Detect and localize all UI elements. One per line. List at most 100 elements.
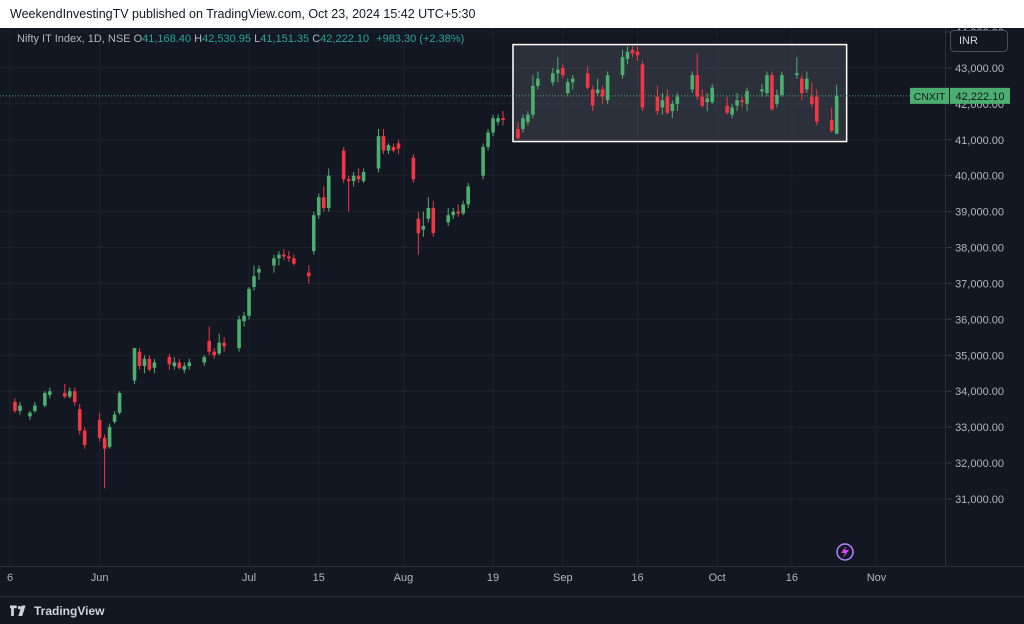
candle[interactable]: [282, 249, 286, 261]
candle[interactable]: [690, 71, 695, 94]
candle[interactable]: [655, 85, 660, 115]
candle[interactable]: [182, 362, 187, 374]
candle[interactable]: [446, 208, 451, 226]
candle[interactable]: [795, 57, 799, 79]
candle[interactable]: [202, 355, 207, 367]
candle[interactable]: [287, 251, 291, 262]
candle[interactable]: [381, 128, 386, 155]
candle[interactable]: [212, 348, 216, 359]
candle[interactable]: [167, 353, 172, 370]
lightning-icon[interactable]: [836, 543, 854, 561]
tradingview-logo-icon[interactable]: [10, 604, 30, 618]
candle[interactable]: [800, 75, 804, 101]
candle[interactable]: [461, 200, 465, 216]
candlestick-chart[interactable]: 31,000.00 32,000.00 33,000.00 34,000.00 35,0…: [0, 28, 1024, 596]
candle[interactable]: [705, 93, 709, 112]
candle[interactable]: [137, 348, 142, 370]
candle[interactable]: [516, 121, 520, 140]
candle[interactable]: [67, 387, 72, 399]
candle[interactable]: [351, 172, 356, 187]
candle[interactable]: [33, 401, 37, 413]
candle[interactable]: [416, 211, 421, 255]
candle[interactable]: [341, 146, 346, 183]
candle[interactable]: [222, 337, 226, 352]
candle[interactable]: [346, 175, 351, 212]
candle[interactable]: [521, 114, 525, 133]
candle[interactable]: [177, 358, 182, 370]
candle[interactable]: [740, 96, 744, 108]
candle[interactable]: [585, 66, 590, 90]
candle[interactable]: [72, 387, 77, 406]
candle[interactable]: [481, 143, 485, 180]
candle[interactable]: [307, 265, 311, 284]
candle[interactable]: [526, 111, 530, 126]
candle[interactable]: [247, 287, 251, 320]
candle[interactable]: [376, 128, 381, 173]
candle[interactable]: [665, 89, 670, 115]
candle[interactable]: [560, 64, 565, 79]
candle[interactable]: [590, 85, 595, 112]
candle[interactable]: [635, 46, 640, 61]
candle[interactable]: [142, 355, 147, 374]
candle[interactable]: [421, 211, 426, 237]
candle[interactable]: [43, 391, 47, 408]
candle[interactable]: [620, 49, 625, 79]
candle[interactable]: [595, 78, 600, 97]
candle[interactable]: [551, 67, 555, 86]
candle[interactable]: [536, 71, 540, 90]
candle[interactable]: [321, 186, 326, 212]
candle[interactable]: [805, 71, 809, 94]
candle[interactable]: [277, 251, 281, 266]
candle[interactable]: [292, 254, 296, 266]
candle[interactable]: [695, 53, 700, 101]
candle[interactable]: [770, 71, 774, 112]
candle[interactable]: [670, 100, 675, 119]
candle[interactable]: [112, 410, 117, 424]
candle[interactable]: [356, 168, 361, 183]
candle[interactable]: [834, 84, 839, 135]
candle[interactable]: [152, 358, 157, 374]
candle[interactable]: [725, 96, 729, 115]
candle[interactable]: [625, 46, 630, 65]
candle[interactable]: [411, 154, 416, 183]
candle[interactable]: [18, 401, 22, 415]
candle[interactable]: [660, 93, 665, 115]
candle[interactable]: [780, 71, 784, 97]
candle[interactable]: [570, 75, 575, 90]
candle[interactable]: [496, 114, 500, 126]
candle[interactable]: [456, 204, 460, 217]
candle[interactable]: [117, 391, 122, 415]
candle[interactable]: [132, 348, 137, 385]
candle[interactable]: [326, 168, 331, 212]
candle[interactable]: [565, 78, 570, 97]
candle[interactable]: [107, 423, 112, 449]
candle[interactable]: [486, 128, 490, 151]
candle[interactable]: [775, 89, 779, 108]
candle[interactable]: [217, 333, 221, 356]
candle[interactable]: [426, 197, 431, 223]
candle[interactable]: [97, 412, 102, 442]
candle[interactable]: [13, 398, 17, 413]
candle[interactable]: [556, 57, 560, 83]
candle[interactable]: [814, 89, 819, 126]
candle[interactable]: [207, 326, 211, 356]
candle[interactable]: [600, 85, 605, 104]
candle[interactable]: [172, 357, 177, 370]
candle[interactable]: [710, 84, 714, 104]
candle[interactable]: [730, 103, 734, 119]
candle[interactable]: [640, 60, 645, 112]
candle[interactable]: [765, 71, 769, 97]
candle[interactable]: [242, 312, 246, 327]
candle[interactable]: [272, 254, 276, 273]
candle[interactable]: [809, 82, 814, 108]
candle[interactable]: [735, 93, 739, 112]
candle[interactable]: [391, 143, 396, 153]
candle[interactable]: [28, 410, 32, 420]
candle[interactable]: [311, 211, 316, 255]
candle[interactable]: [102, 434, 107, 489]
currency-button[interactable]: INR: [950, 30, 1008, 52]
candle[interactable]: [630, 46, 635, 58]
candle[interactable]: [466, 182, 470, 209]
candle[interactable]: [396, 139, 401, 155]
candle[interactable]: [760, 84, 764, 97]
